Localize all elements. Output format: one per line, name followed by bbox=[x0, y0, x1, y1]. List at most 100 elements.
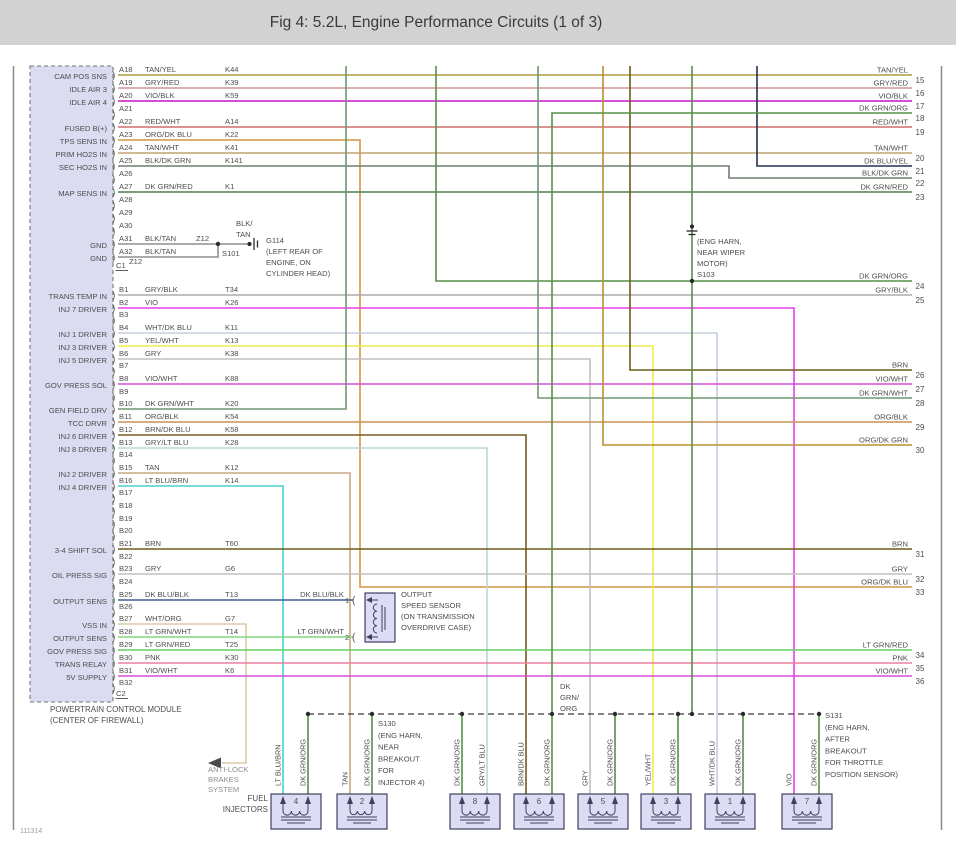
svg-text:S103: S103 bbox=[697, 270, 715, 279]
right-exit-labels: TAN/YEL 15 GRY/RED 16 VIO/BLK 17 DK GRN/ORG 18 R… bbox=[859, 66, 925, 687]
svg-text:33: 33 bbox=[916, 588, 925, 597]
wire-inj4-lt-blu-brn bbox=[118, 485, 284, 794]
svg-text:IDLE AIR 4: IDLE AIR 4 bbox=[69, 98, 107, 107]
connector-marks bbox=[247, 224, 698, 250]
svg-text:FUSED B(+): FUSED B(+) bbox=[65, 124, 108, 133]
svg-text:K1: K1 bbox=[225, 182, 234, 191]
injector-7: 7 bbox=[781, 793, 833, 830]
svg-text:DK GRN/ORG: DK GRN/ORG bbox=[363, 739, 372, 786]
svg-text:17: 17 bbox=[916, 102, 925, 111]
svg-text:27: 27 bbox=[916, 385, 925, 394]
svg-text:): ) bbox=[112, 418, 115, 429]
svg-text:G114: G114 bbox=[266, 236, 284, 245]
wire-exit26-brn bbox=[629, 66, 912, 371]
svg-text:8: 8 bbox=[473, 797, 478, 806]
svg-text:K88: K88 bbox=[225, 374, 239, 383]
svg-text:MAP SENS IN: MAP SENS IN bbox=[58, 189, 107, 198]
svg-text:B27: B27 bbox=[119, 614, 133, 623]
svg-text:K30: K30 bbox=[225, 653, 239, 662]
svg-text:): ) bbox=[112, 97, 115, 108]
svg-text:TRANS TEMP IN: TRANS TEMP IN bbox=[49, 292, 107, 301]
pcm-connector-block: ) A18 TAN/YEL K44 CAM POS SNS) A19 GRY/RED K39 I… bbox=[29, 65, 243, 725]
svg-text:31: 31 bbox=[916, 550, 925, 559]
svg-text:B32: B32 bbox=[119, 678, 133, 687]
sensor-wire2-label: LT GRN/WHT bbox=[297, 627, 344, 636]
svg-text:B12: B12 bbox=[119, 425, 133, 434]
svg-text:): ) bbox=[112, 380, 115, 391]
svg-text:): ) bbox=[112, 188, 115, 199]
svg-text:INJ 7 DRIVER: INJ 7 DRIVER bbox=[58, 305, 107, 314]
blk-tan-splice-label: BLK/TAN bbox=[236, 219, 253, 239]
svg-text:Z12: Z12 bbox=[196, 234, 209, 243]
svg-text:GRY: GRY bbox=[145, 349, 161, 358]
svg-text:YEL/WHT: YEL/WHT bbox=[145, 336, 179, 345]
svg-text:B24: B24 bbox=[119, 577, 133, 586]
svg-text:B31: B31 bbox=[119, 666, 133, 675]
svg-text:AFTER: AFTER bbox=[825, 735, 850, 744]
svg-text:GOV PRESS SIG: GOV PRESS SIG bbox=[47, 647, 107, 656]
svg-text:B6: B6 bbox=[119, 349, 128, 358]
svg-text:19: 19 bbox=[916, 128, 925, 137]
svg-text:1: 1 bbox=[728, 797, 733, 806]
svg-text:): ) bbox=[112, 659, 115, 670]
svg-text:): ) bbox=[112, 367, 115, 378]
svg-text:(: ( bbox=[352, 633, 356, 644]
svg-text:): ) bbox=[112, 201, 115, 212]
svg-text:): ) bbox=[112, 444, 115, 455]
injector-4: 4 bbox=[270, 793, 322, 830]
s103-connector-icon bbox=[689, 224, 695, 229]
svg-text:BLK/: BLK/ bbox=[236, 219, 253, 228]
svg-text:): ) bbox=[112, 431, 115, 442]
svg-text:NEAR: NEAR bbox=[378, 743, 400, 752]
svg-text:): ) bbox=[112, 162, 115, 173]
svg-text:INJ 8 DRIVER: INJ 8 DRIVER bbox=[58, 445, 107, 454]
svg-text:): ) bbox=[112, 291, 115, 302]
svg-text:A26: A26 bbox=[119, 169, 133, 178]
wire-exit18-dk-grn-org-riser bbox=[551, 112, 912, 794]
svg-text:B20: B20 bbox=[119, 526, 133, 535]
svg-text:K28: K28 bbox=[225, 438, 239, 447]
junction-dots bbox=[215, 241, 822, 717]
svg-text:G6: G6 bbox=[225, 564, 235, 573]
svg-text:K20: K20 bbox=[225, 399, 239, 408]
svg-text:INJECTOR 4): INJECTOR 4) bbox=[378, 778, 425, 787]
svg-text:ORG/BLK: ORG/BLK bbox=[145, 412, 179, 421]
svg-text:B4: B4 bbox=[119, 323, 128, 332]
svg-text:GRY: GRY bbox=[892, 565, 908, 574]
svg-text:INJ 1 DRIVER: INJ 1 DRIVER bbox=[58, 330, 107, 339]
svg-text:B14: B14 bbox=[119, 450, 133, 459]
svg-text:T14: T14 bbox=[225, 627, 238, 636]
svg-text:RED/WHT: RED/WHT bbox=[145, 117, 181, 126]
svg-text:YEL/WHT: YEL/WHT bbox=[644, 753, 653, 786]
svg-text:3: 3 bbox=[664, 797, 669, 806]
svg-text:DK GRN/RED: DK GRN/RED bbox=[145, 182, 193, 191]
svg-text:DK GRN/ORG: DK GRN/ORG bbox=[543, 739, 552, 786]
svg-text:6: 6 bbox=[537, 797, 542, 806]
svg-text:B2: B2 bbox=[119, 298, 128, 307]
svg-text:BLK/DK GRN: BLK/DK GRN bbox=[145, 156, 191, 165]
svg-text:ENGINE, ON: ENGINE, ON bbox=[266, 258, 311, 267]
svg-text:A27: A27 bbox=[119, 182, 133, 191]
svg-text:OUTPUT: OUTPUT bbox=[401, 590, 433, 599]
svg-text:ANTI-LOCK: ANTI-LOCK bbox=[208, 765, 249, 774]
svg-text:NEAR WIPER: NEAR WIPER bbox=[697, 248, 746, 257]
svg-text:(ENG HARN,: (ENG HARN, bbox=[825, 723, 870, 732]
svg-text:23: 23 bbox=[916, 193, 925, 202]
svg-text:MOTOR): MOTOR) bbox=[697, 259, 728, 268]
svg-text:): ) bbox=[112, 405, 115, 416]
wire-tps-org-dk-blu bbox=[118, 139, 912, 588]
svg-text:(ENG HARN,: (ENG HARN, bbox=[697, 237, 742, 246]
svg-text:22: 22 bbox=[916, 179, 925, 188]
svg-text:DK GRN/ORG: DK GRN/ORG bbox=[810, 739, 819, 786]
svg-text:GOV PRESS SOL: GOV PRESS SOL bbox=[45, 381, 107, 390]
svg-text:K141: K141 bbox=[225, 156, 243, 165]
injector-1: 1 bbox=[704, 793, 756, 830]
svg-text:DK BLU/YEL: DK BLU/YEL bbox=[864, 157, 908, 166]
sensor-wire1-label: DK BLU/BLK bbox=[300, 590, 344, 599]
svg-text:18: 18 bbox=[916, 114, 925, 123]
svg-text:): ) bbox=[112, 342, 115, 353]
svg-text:): ) bbox=[112, 316, 115, 327]
annotations: G114 (LEFT REAR OF ENGINE, ON CYLINDER HEAD… bbox=[129, 219, 898, 794]
svg-text:VIO: VIO bbox=[785, 773, 794, 786]
svg-text:ORG: ORG bbox=[560, 704, 577, 713]
